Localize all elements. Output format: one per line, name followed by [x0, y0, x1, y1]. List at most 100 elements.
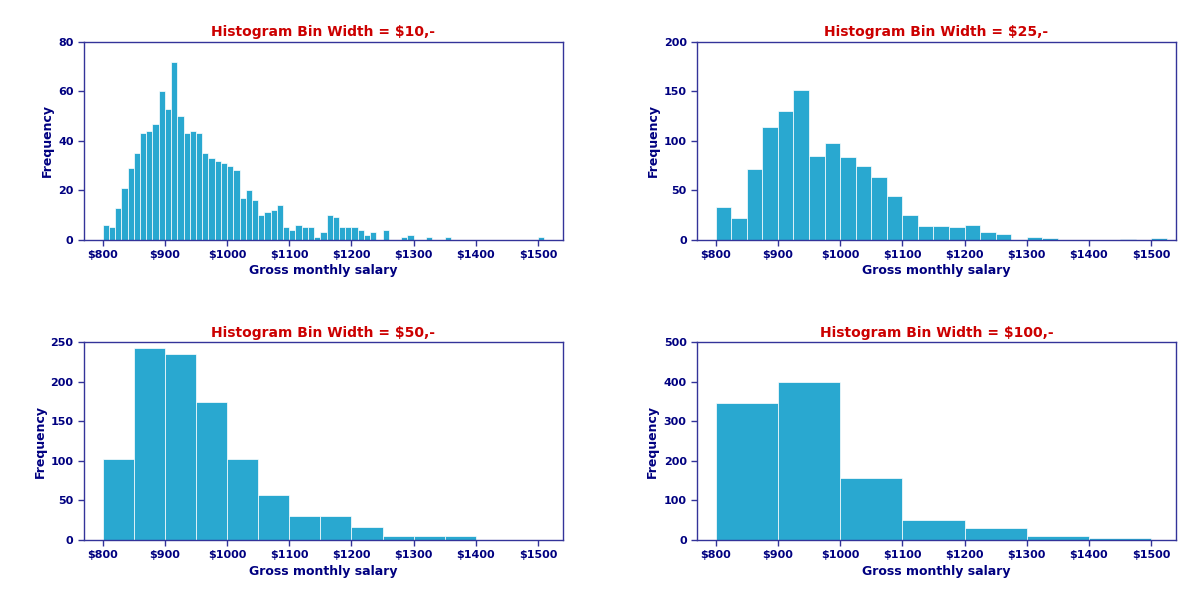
Bar — [146, 131, 152, 239]
Bar — [295, 225, 301, 239]
Bar — [352, 227, 358, 239]
Bar — [246, 190, 252, 239]
Bar — [731, 218, 746, 239]
Bar — [209, 158, 215, 239]
Bar — [965, 225, 980, 239]
Bar — [215, 161, 221, 239]
Bar — [289, 230, 295, 239]
Bar — [340, 227, 346, 239]
Bar — [233, 170, 240, 239]
Title: Histogram Bin Width = $100,-: Histogram Bin Width = $100,- — [820, 326, 1054, 340]
Bar — [408, 235, 414, 239]
Bar — [121, 188, 127, 239]
Bar — [401, 237, 408, 239]
Bar — [965, 528, 1027, 540]
Bar — [109, 227, 115, 239]
Y-axis label: Frequency: Frequency — [647, 104, 660, 178]
Bar — [856, 166, 871, 239]
Bar — [996, 233, 1012, 239]
Bar — [258, 495, 289, 540]
Bar — [320, 516, 352, 540]
Bar — [252, 200, 258, 239]
Bar — [1027, 536, 1088, 540]
Bar — [824, 143, 840, 239]
Bar — [949, 227, 965, 239]
Bar — [918, 226, 934, 239]
Bar — [172, 62, 178, 239]
Title: Histogram Bin Width = $10,-: Histogram Bin Width = $10,- — [211, 25, 436, 40]
Title: Histogram Bin Width = $50,-: Histogram Bin Width = $50,- — [211, 326, 436, 340]
Bar — [887, 196, 902, 239]
Bar — [871, 178, 887, 239]
Bar — [715, 207, 731, 239]
Bar — [902, 520, 965, 540]
Bar — [445, 536, 476, 540]
Bar — [840, 478, 902, 540]
Bar — [326, 215, 332, 239]
Bar — [277, 205, 283, 239]
Bar — [762, 127, 778, 239]
Bar — [778, 111, 793, 239]
Bar — [1151, 238, 1166, 239]
Bar — [538, 237, 545, 239]
Bar — [746, 169, 762, 239]
Bar — [289, 516, 320, 540]
Bar — [370, 232, 377, 239]
Bar — [1027, 236, 1043, 239]
Bar — [358, 230, 364, 239]
Bar — [152, 124, 158, 239]
Bar — [352, 527, 383, 540]
Bar — [715, 403, 778, 540]
Bar — [103, 460, 133, 540]
Bar — [196, 133, 202, 239]
Bar — [793, 91, 809, 239]
Bar — [264, 212, 271, 239]
Bar — [115, 208, 121, 239]
Bar — [902, 215, 918, 239]
Bar — [320, 232, 326, 239]
Bar — [283, 227, 289, 239]
Bar — [178, 116, 184, 239]
Bar — [103, 225, 109, 239]
X-axis label: Gross monthly salary: Gross monthly salary — [250, 264, 397, 277]
Bar — [127, 168, 133, 239]
Y-axis label: Frequency: Frequency — [647, 404, 659, 478]
X-axis label: Gross monthly salary: Gross monthly salary — [863, 264, 1010, 277]
Bar — [190, 131, 196, 239]
Bar — [227, 458, 258, 540]
Bar — [308, 227, 314, 239]
Bar — [240, 197, 246, 239]
Bar — [778, 382, 840, 540]
Bar — [809, 155, 824, 239]
Bar — [158, 91, 164, 239]
Bar — [1043, 238, 1058, 239]
Bar — [840, 157, 856, 239]
Title: Histogram Bin Width = $25,-: Histogram Bin Width = $25,- — [824, 25, 1049, 40]
Bar — [227, 166, 233, 239]
Bar — [980, 232, 996, 239]
Bar — [1088, 538, 1151, 540]
Bar — [202, 153, 209, 239]
Bar — [332, 217, 340, 239]
Bar — [271, 210, 277, 239]
Bar — [426, 237, 432, 239]
X-axis label: Gross monthly salary: Gross monthly salary — [863, 565, 1010, 578]
Bar — [140, 133, 146, 239]
Bar — [364, 235, 370, 239]
Bar — [346, 227, 352, 239]
Bar — [221, 163, 227, 239]
Bar — [184, 133, 190, 239]
Bar — [133, 153, 140, 239]
Bar — [133, 348, 164, 540]
Bar — [301, 227, 308, 239]
Bar — [383, 536, 414, 540]
Bar — [445, 237, 451, 239]
Bar — [414, 536, 445, 540]
Bar — [164, 354, 196, 540]
Y-axis label: Frequency: Frequency — [41, 104, 54, 178]
Bar — [258, 215, 264, 239]
X-axis label: Gross monthly salary: Gross monthly salary — [250, 565, 397, 578]
Bar — [164, 109, 172, 239]
Bar — [314, 237, 320, 239]
Bar — [196, 403, 227, 540]
